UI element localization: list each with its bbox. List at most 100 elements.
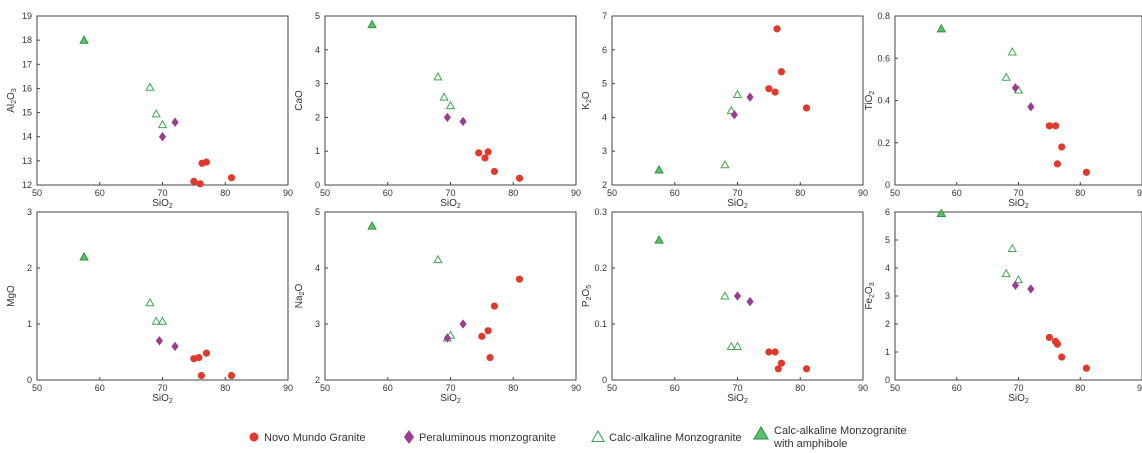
x-tick-label: 90 bbox=[571, 188, 581, 198]
x-tick-label: 70 bbox=[732, 383, 742, 393]
data-point-calc-alkaline bbox=[732, 341, 743, 350]
y-axis-label: K2O bbox=[581, 91, 593, 110]
data-point-calc-alkaline bbox=[433, 254, 443, 264]
x-tick-label: 70 bbox=[1013, 383, 1023, 393]
data-point-novo-mundo bbox=[773, 25, 781, 33]
data-point-peraluminous bbox=[746, 92, 754, 102]
data-point-peraluminous bbox=[1027, 284, 1035, 294]
data-point-novo-mundo bbox=[190, 177, 198, 185]
data-point-calc-alkaline bbox=[732, 89, 743, 98]
y-tick-label: 4 bbox=[602, 112, 607, 122]
data-point-peraluminous bbox=[443, 112, 451, 123]
data-point-calc-alkaline bbox=[726, 105, 736, 115]
x-tick-label: 60 bbox=[95, 188, 105, 198]
data-point-peraluminous bbox=[158, 132, 167, 142]
y-tick-label: 13 bbox=[22, 156, 32, 166]
x-tick-label: 80 bbox=[795, 383, 805, 393]
y-tick-label: 3 bbox=[315, 319, 320, 329]
data-point-calc-alkaline bbox=[145, 82, 155, 91]
y-tick-label: 3 bbox=[315, 79, 320, 89]
data-point-novo-mundo bbox=[1082, 364, 1091, 372]
data-point-calc-alkaline bbox=[433, 72, 443, 81]
data-point-novo-mundo bbox=[1045, 122, 1053, 130]
y-tick-label: 1 bbox=[885, 347, 890, 357]
data-point-novo-mundo bbox=[771, 348, 779, 356]
data-point-calc-alkaline-amphibole bbox=[654, 235, 664, 244]
data-point-peraluminous bbox=[730, 110, 738, 120]
x-tick-label: 70 bbox=[445, 188, 455, 198]
x-tick-label: 80 bbox=[508, 383, 518, 393]
y-tick-label: 2 bbox=[885, 319, 890, 329]
scatter-panel: 50 60 70 80 90 0 0.2 0.4 0.6 0.8 SiO2 TiO2 bbox=[864, 11, 1142, 210]
data-point-novo-mundo bbox=[486, 354, 494, 362]
y-tick-label: 0.4 bbox=[877, 96, 890, 106]
plot-frame bbox=[894, 211, 1142, 381]
data-point-peraluminous bbox=[746, 296, 754, 307]
data-point-calc-alkaline-amphibole bbox=[79, 251, 89, 261]
legend-label: Calc-alkaline Monzogranite bbox=[774, 425, 907, 437]
y-axis-label: P2O5 bbox=[581, 285, 593, 307]
data-point-calc-alkaline bbox=[720, 291, 730, 300]
y-tick-label: 0.2 bbox=[594, 263, 607, 273]
plot-frame bbox=[611, 15, 864, 186]
data-point-novo-mundo bbox=[1058, 353, 1066, 361]
plot-frame bbox=[324, 15, 577, 186]
x-axis-label: SiO2 bbox=[1008, 198, 1029, 210]
data-point-calc-alkaline bbox=[151, 316, 161, 325]
x-tick-label: 50 bbox=[607, 383, 617, 393]
x-tick-label: 50 bbox=[32, 188, 42, 198]
y-tick-label: 2 bbox=[315, 112, 320, 122]
plot-frame bbox=[894, 15, 1142, 186]
y-tick-label: 17 bbox=[22, 59, 32, 69]
legend-marker-triangle-open bbox=[591, 429, 605, 443]
legend: Novo Mundo Granite Peraluminous monzogra… bbox=[249, 425, 907, 450]
y-tick-label: 2 bbox=[27, 263, 32, 273]
legend-label: Novo Mundo Granite bbox=[264, 432, 366, 444]
y-tick-label: 19 bbox=[22, 11, 32, 21]
data-point-novo-mundo bbox=[1053, 160, 1062, 168]
y-tick-label: 15 bbox=[22, 108, 32, 118]
x-tick-label: 70 bbox=[157, 383, 167, 393]
x-tick-label: 90 bbox=[858, 383, 868, 393]
x-tick-label: 80 bbox=[508, 188, 518, 198]
legend-label: Calc-alkaline Monzogranite bbox=[609, 432, 742, 444]
data-point-novo-mundo bbox=[515, 174, 524, 182]
data-point-novo-mundo bbox=[777, 359, 786, 367]
y-tick-label: 18 bbox=[22, 35, 32, 45]
data-point-novo-mundo bbox=[202, 158, 211, 166]
y-tick-label: 2 bbox=[315, 375, 320, 385]
x-tick-label: 90 bbox=[1137, 383, 1142, 393]
data-point-novo-mundo bbox=[202, 349, 211, 357]
y-tick-label: 12 bbox=[22, 180, 32, 190]
scatter-panel: 50 60 70 80 90 0 1 2 3 SiO2 MgO bbox=[6, 207, 293, 405]
data-point-novo-mundo bbox=[490, 167, 499, 176]
legend-label: Peraluminous monzogranite bbox=[419, 432, 556, 444]
y-tick-label: 3 bbox=[27, 207, 32, 217]
data-point-novo-mundo bbox=[765, 348, 773, 356]
x-tick-label: 80 bbox=[220, 383, 230, 393]
y-axis-label: TiO2 bbox=[864, 91, 876, 111]
y-tick-label: 5 bbox=[315, 11, 320, 21]
x-axis-label: SiO2 bbox=[1008, 393, 1029, 405]
data-point-calc-alkaline bbox=[1007, 243, 1017, 252]
x-tick-label: 70 bbox=[1013, 188, 1023, 198]
x-tick-label: 80 bbox=[795, 188, 805, 198]
data-point-novo-mundo bbox=[227, 174, 236, 182]
y-tick-label: 4 bbox=[315, 45, 320, 55]
data-point-peraluminous bbox=[155, 336, 163, 346]
y-tick-label: 1 bbox=[27, 319, 32, 329]
data-point-peraluminous bbox=[459, 116, 467, 127]
data-point-calc-alkaline bbox=[720, 159, 730, 169]
data-point-novo-mundo bbox=[1045, 333, 1053, 342]
x-tick-label: 50 bbox=[320, 383, 330, 393]
data-point-calc-alkaline-amphibole bbox=[936, 208, 947, 218]
legend-item-peraluminous: Peraluminous monzogranite bbox=[403, 430, 556, 444]
legend-label-line2: with amphibole bbox=[773, 438, 847, 450]
data-point-novo-mundo bbox=[802, 104, 811, 112]
y-tick-label: 5 bbox=[315, 207, 320, 217]
data-point-calc-alkaline bbox=[445, 100, 456, 110]
data-point-calc-alkaline bbox=[145, 297, 155, 307]
data-point-peraluminous bbox=[1011, 83, 1020, 93]
